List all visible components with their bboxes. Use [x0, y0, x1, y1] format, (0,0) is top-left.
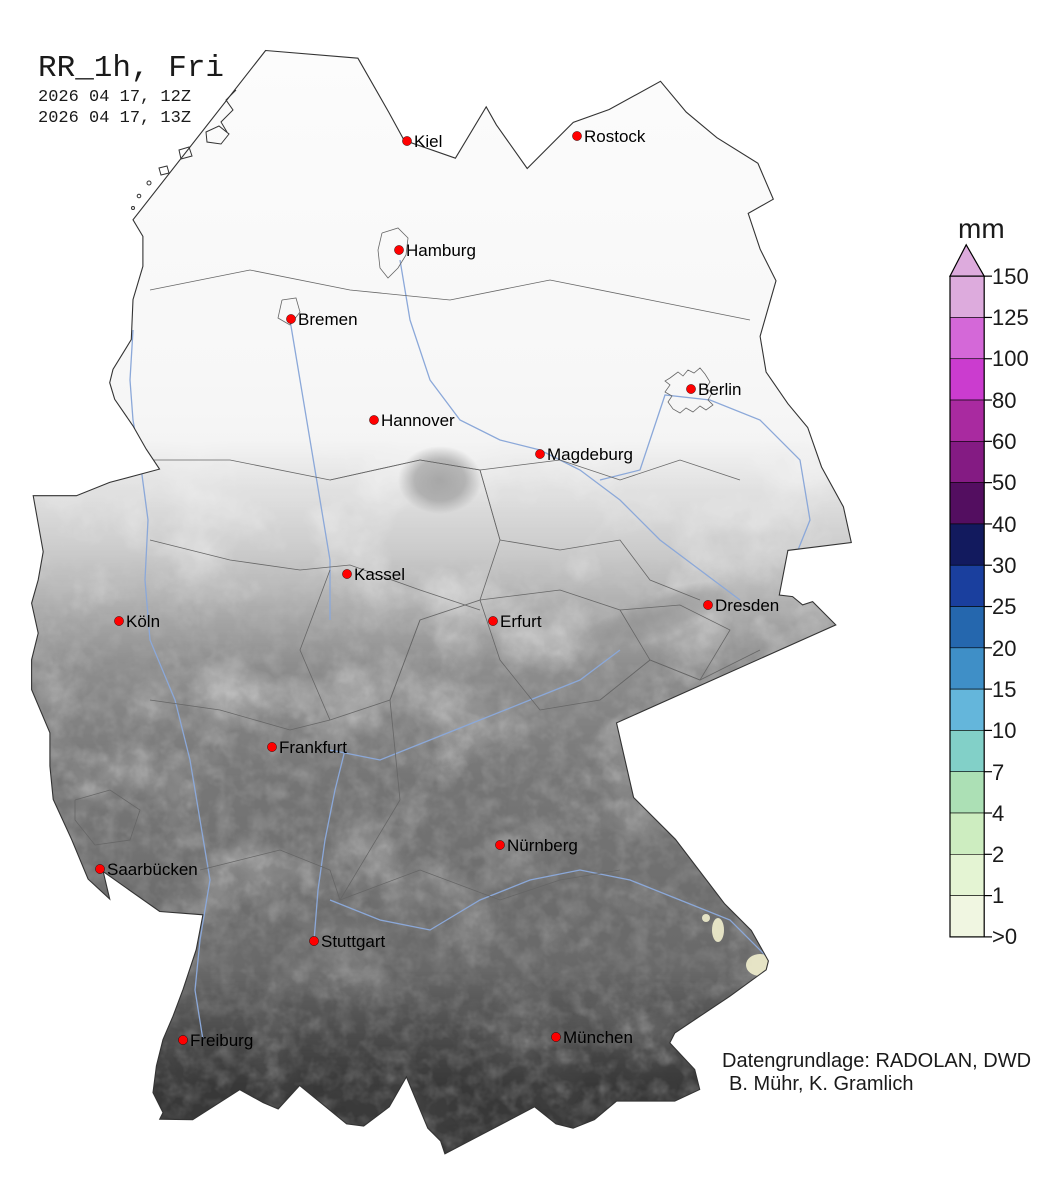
svg-text:Freiburg: Freiburg — [190, 1031, 253, 1050]
svg-text:Saarbücken: Saarbücken — [107, 860, 198, 879]
svg-text:2: 2 — [992, 842, 1004, 867]
svg-text:Erfurt: Erfurt — [500, 612, 542, 631]
svg-text:Datengrundlage: RADOLAN, DWD: Datengrundlage: RADOLAN, DWD — [722, 1050, 1031, 1072]
svg-text:RR_1h, Fri: RR_1h, Fri — [38, 51, 224, 86]
svg-text:100: 100 — [992, 346, 1029, 371]
svg-text:München: München — [563, 1028, 633, 1047]
svg-text:2026 04 17, 13Z: 2026 04 17, 13Z — [38, 109, 191, 128]
svg-text:20: 20 — [992, 636, 1016, 661]
svg-text:2026 04 17, 12Z: 2026 04 17, 12Z — [38, 88, 191, 107]
svg-text:Bremen: Bremen — [298, 310, 358, 329]
svg-text:10: 10 — [992, 718, 1016, 743]
svg-text:Kassel: Kassel — [354, 565, 405, 584]
svg-text:Nürnberg: Nürnberg — [507, 836, 578, 855]
svg-text:Hamburg: Hamburg — [406, 241, 476, 260]
svg-text:Köln: Köln — [126, 612, 160, 631]
svg-text:150: 150 — [992, 264, 1029, 289]
svg-text:Magdeburg: Magdeburg — [547, 445, 633, 464]
svg-text:30: 30 — [992, 553, 1016, 578]
svg-text:mm: mm — [958, 213, 1005, 244]
svg-text:Kiel: Kiel — [414, 132, 442, 151]
svg-text:25: 25 — [992, 594, 1016, 619]
svg-text:15: 15 — [992, 677, 1016, 702]
svg-text:Hannover: Hannover — [381, 411, 455, 430]
svg-text:4: 4 — [992, 801, 1004, 826]
svg-text:Berlin: Berlin — [698, 380, 741, 399]
svg-text:7: 7 — [992, 760, 1004, 785]
svg-text:B. Mühr, K. Gramlich: B. Mühr, K. Gramlich — [729, 1073, 914, 1095]
svg-text:Stuttgart: Stuttgart — [321, 932, 386, 951]
svg-text:Rostock: Rostock — [584, 127, 646, 146]
svg-text:>0: >0 — [992, 924, 1017, 949]
svg-text:Frankfurt: Frankfurt — [279, 738, 347, 757]
svg-text:125: 125 — [992, 305, 1029, 330]
svg-text:60: 60 — [992, 429, 1016, 454]
svg-text:40: 40 — [992, 512, 1016, 537]
svg-text:1: 1 — [992, 883, 1004, 908]
svg-text:50: 50 — [992, 470, 1016, 495]
svg-text:80: 80 — [992, 388, 1016, 413]
svg-text:Dresden: Dresden — [715, 596, 779, 615]
